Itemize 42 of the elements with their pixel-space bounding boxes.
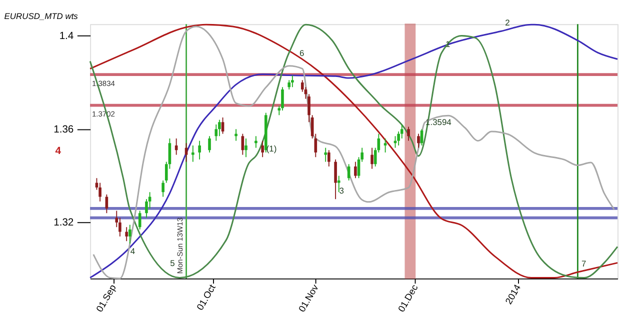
annotation: 5 xyxy=(170,258,176,268)
candlestick xyxy=(261,140,264,158)
candlestick xyxy=(162,180,164,198)
candlestick xyxy=(281,86,284,111)
candlestick xyxy=(337,175,340,193)
ref-line-label: Mon-Sun 13W13 xyxy=(176,217,185,274)
candlestick xyxy=(198,140,201,160)
annotation: 3 xyxy=(339,186,344,196)
candlestick xyxy=(370,147,374,170)
annotation: 1 xyxy=(445,38,450,49)
y-tick-label: 1.32 xyxy=(54,218,74,229)
candlestick xyxy=(221,117,224,134)
candlestick xyxy=(288,80,291,90)
candlestick xyxy=(244,138,248,158)
candlestick xyxy=(334,158,337,200)
candlestick xyxy=(417,133,420,148)
candlestick xyxy=(234,128,238,142)
candlestick xyxy=(214,124,218,142)
annotation: 1.3594 xyxy=(426,116,452,127)
candlestick xyxy=(254,136,258,148)
y-tick-label: 1.4 xyxy=(59,31,74,42)
annotation: 2 xyxy=(505,18,510,28)
candlestick xyxy=(125,226,128,242)
candlestick xyxy=(328,150,330,167)
candlestick xyxy=(407,126,410,142)
annotation: 6 xyxy=(300,48,304,58)
candlestick xyxy=(192,144,194,162)
text: 4 xyxy=(55,146,62,158)
candlestick xyxy=(218,119,221,137)
candlestick xyxy=(98,182,102,202)
annotation: 4 xyxy=(130,246,136,256)
candlestick xyxy=(208,136,211,153)
candlestick xyxy=(384,138,387,153)
candlestick xyxy=(324,147,328,162)
y-tick-label: 1.36 xyxy=(54,124,74,136)
annotation: 7 xyxy=(581,258,586,269)
chart-title: EURUSD_MTD wts xyxy=(4,10,79,21)
annotation: (1) xyxy=(266,144,277,154)
candlestick xyxy=(138,210,142,230)
candlestick xyxy=(128,224,132,244)
candlestick xyxy=(354,161,357,179)
candlestick xyxy=(291,75,294,88)
